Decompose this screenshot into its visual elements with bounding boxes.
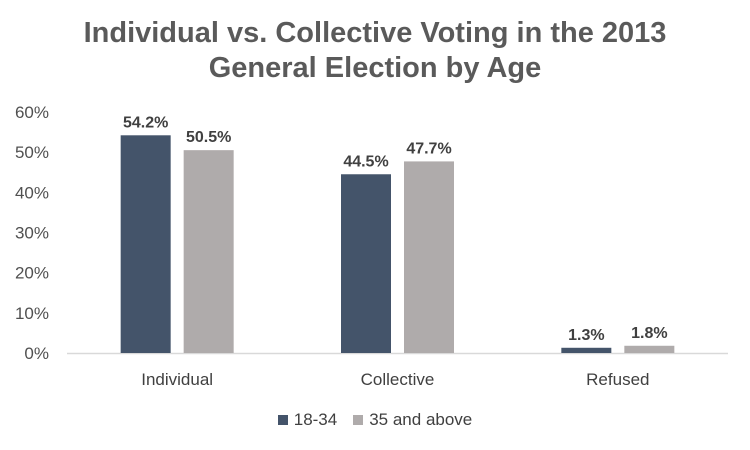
- x-category-label: Collective: [361, 370, 435, 389]
- bar-refused-series-2: [624, 345, 675, 353]
- chart-title-line-1: Individual vs. Collective Voting in the …: [83, 17, 667, 49]
- chart-legend: 18-34 35 and above: [0, 410, 750, 430]
- bar-collective-series-1: [341, 174, 391, 353]
- legend-item-series-2: 35 and above: [353, 410, 472, 430]
- chart-title: Individual vs. Collective Voting in the …: [0, 16, 750, 86]
- legend-label-series-2: 35 and above: [369, 410, 473, 429]
- bar-collective-series-2: [404, 161, 454, 353]
- data-label: 44.5%: [343, 153, 388, 170]
- x-category-label: Individual: [141, 370, 213, 389]
- chart-title-line-2: General Election by Age: [208, 52, 542, 84]
- data-label: 1.3%: [568, 327, 604, 344]
- y-tick-label: 10%: [15, 304, 49, 323]
- data-label: 54.2%: [123, 114, 168, 131]
- data-label: 1.8%: [631, 325, 667, 342]
- x-category-label: Refused: [586, 370, 649, 389]
- y-tick-label: 20%: [15, 264, 49, 283]
- y-tick-label: 30%: [15, 224, 49, 243]
- legend-item-series-1: 18-34: [277, 410, 338, 430]
- bar-individual-series-1: [120, 135, 171, 353]
- y-tick-label: 60%: [15, 103, 49, 122]
- legend-label-series-1: 18-34: [293, 410, 338, 429]
- y-tick-label: 50%: [15, 143, 49, 162]
- bar-refused-series-1: [561, 347, 612, 353]
- legend-swatch-series-2: [353, 415, 364, 425]
- bar-individual-series-2: [183, 150, 234, 353]
- y-tick-label: 0%: [24, 344, 49, 363]
- data-label: 47.7%: [406, 140, 451, 157]
- y-tick-label: 40%: [15, 183, 49, 202]
- legend-swatch-series-1: [277, 415, 288, 425]
- data-label: 50.5%: [186, 129, 231, 146]
